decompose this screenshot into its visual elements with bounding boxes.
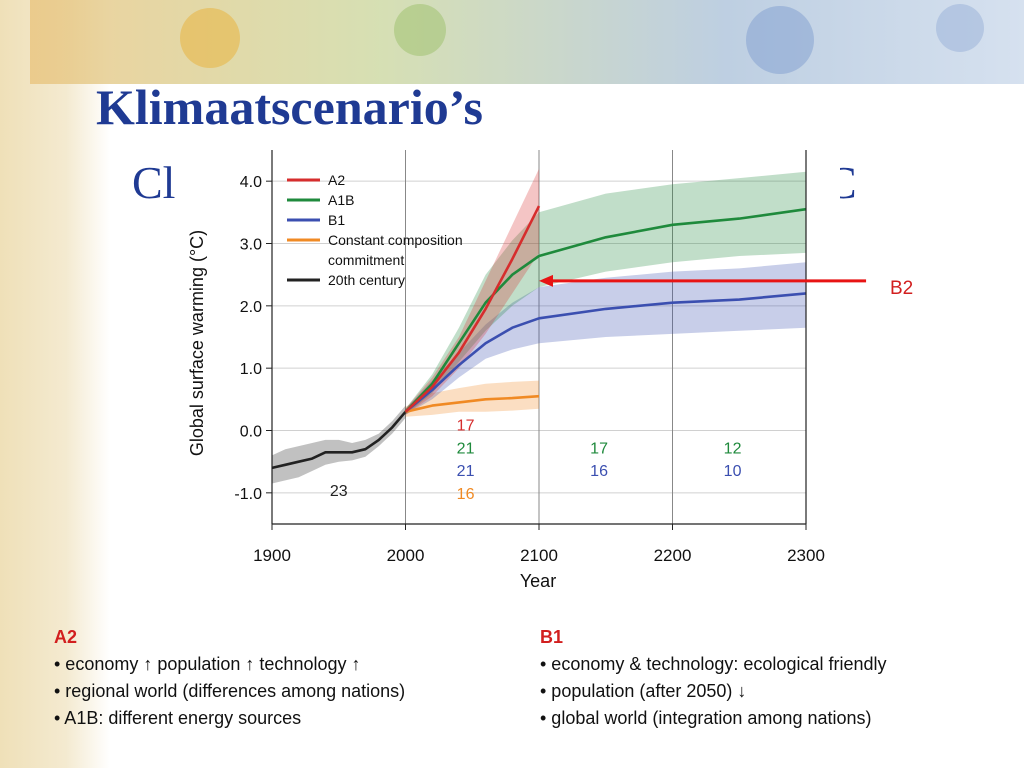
left-texture-strip xyxy=(0,0,110,768)
notes-b1: B1 • economy & technology: ecological fr… xyxy=(540,624,887,732)
series-line-B1 xyxy=(404,292,807,413)
legend-entry-B1: B1 xyxy=(287,212,345,228)
notes-b1-line: • global world (integration among nation… xyxy=(540,708,872,728)
model-count-label: 16 xyxy=(590,463,608,480)
y-tick-label: 1.0 xyxy=(240,361,262,378)
y-tick-label: 4.0 xyxy=(240,174,262,191)
x-tick-label: 1900 xyxy=(253,546,291,565)
legend-label: 20th century xyxy=(328,272,405,288)
uncertainty-band-20th xyxy=(272,405,406,484)
x-tick-label: 2200 xyxy=(654,546,692,565)
legend-label: A2 xyxy=(328,172,345,188)
x-axis-label: Year xyxy=(520,571,556,591)
uncertainty-band-A1B xyxy=(405,171,806,415)
b2-label: B2 xyxy=(890,278,914,299)
model-count-label: 12 xyxy=(724,441,742,458)
x-tick-label: 2100 xyxy=(520,546,558,565)
leaf-decoration xyxy=(394,4,446,56)
series-line-Constant xyxy=(405,394,540,414)
x-tick-label: 2000 xyxy=(387,546,425,565)
notes-a2-heading: A2 xyxy=(54,627,78,647)
series-line-A2 xyxy=(404,205,541,413)
legend-label: commitment xyxy=(328,252,404,268)
legend-entry-A2: A2 xyxy=(287,172,345,188)
leaf-decoration xyxy=(180,8,240,68)
model-count-label: 16 xyxy=(457,486,475,503)
notes-b1-line: • economy & technology: ecological frien… xyxy=(540,654,887,674)
notes-b1-heading: B1 xyxy=(540,627,564,647)
uncertainty-band-Constant xyxy=(405,380,539,417)
legend-label: B1 xyxy=(328,212,345,228)
notes-a2: A2 • economy ↑ population ↑ technology ↑… xyxy=(54,624,405,732)
model-count-label: 17 xyxy=(590,441,608,458)
uncertainty-band-A2 xyxy=(405,168,539,415)
chart-background xyxy=(180,148,840,598)
series-line-20th xyxy=(271,410,407,470)
notes-a2-line: • economy ↑ population ↑ technology ↑ xyxy=(54,654,361,674)
y-tick-label: 3.0 xyxy=(240,237,262,254)
y-tick-label: -1.0 xyxy=(234,486,262,503)
legend-entry-A1B: A1B xyxy=(287,192,354,208)
model-count-label: 10 xyxy=(724,463,742,480)
legend-label: Constant composition xyxy=(328,232,463,248)
subtitle-fragment-left: Cl xyxy=(132,157,176,208)
model-count-label: 17 xyxy=(457,418,475,435)
notes-b1-line: • population (after 2050) ↓ xyxy=(540,681,747,701)
legend-label: A1B xyxy=(328,192,354,208)
notes-a2-line: • regional world (differences among nati… xyxy=(54,681,406,701)
model-count-label: 21 xyxy=(457,441,475,458)
notes-a2-line: • A1B: different energy sources xyxy=(54,708,302,728)
y-tick-label: 2.0 xyxy=(240,299,262,316)
slide-title: Klimaatscenario’s xyxy=(96,79,483,135)
model-count-label: 23 xyxy=(330,483,348,500)
top-decor-band xyxy=(30,0,1024,84)
y-tick-label: 0.0 xyxy=(240,424,262,441)
model-count-label: 21 xyxy=(457,463,475,480)
leaf-decoration xyxy=(936,4,984,52)
leaf-decoration xyxy=(746,6,814,74)
legend-entry-20th: 20th century xyxy=(287,272,405,288)
series-line-A1B xyxy=(404,207,807,413)
legend-entry-Constant: Constant composition commitment xyxy=(287,232,463,268)
y-axis-label: Global surface warming (°C) xyxy=(187,230,207,456)
x-tick-label: 2300 xyxy=(787,546,825,565)
